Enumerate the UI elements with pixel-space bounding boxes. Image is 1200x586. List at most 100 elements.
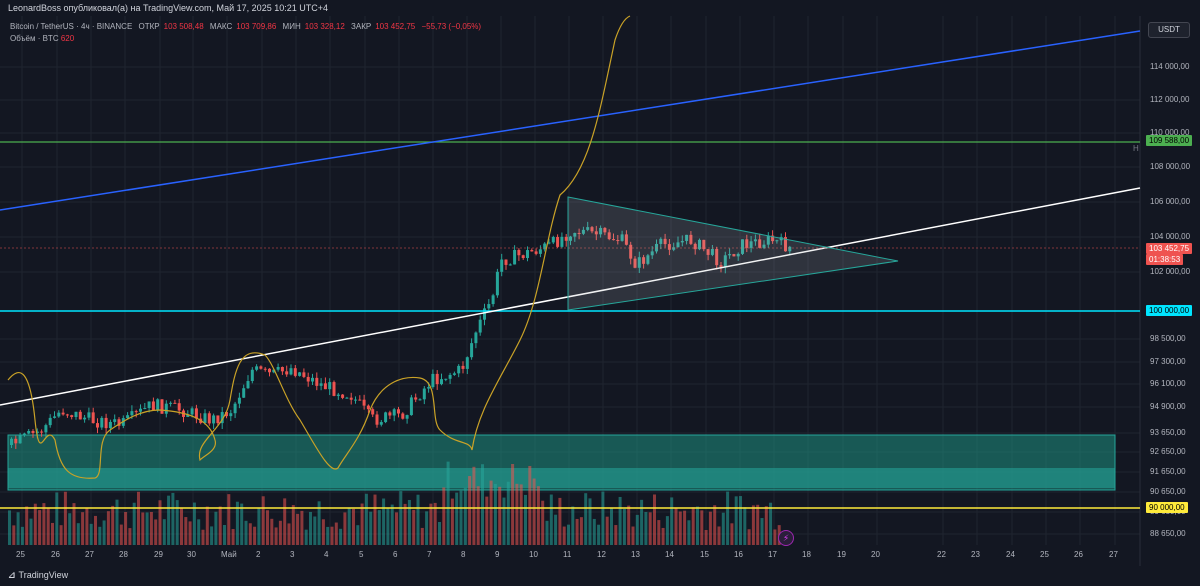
candle-body [517, 249, 521, 256]
volume-bar [390, 504, 394, 545]
candle-body [556, 237, 560, 247]
volume-bar [132, 502, 136, 545]
volume-bar [610, 507, 613, 545]
candle-body [242, 388, 246, 398]
lightning-icon[interactable]: ⚡ [778, 530, 794, 546]
candle-body [220, 412, 224, 424]
volume-bar [614, 525, 618, 545]
time-tick-label: 24 [1006, 550, 1015, 559]
volume-bar [670, 497, 674, 545]
candle-body [216, 415, 220, 424]
candle-body [655, 243, 658, 252]
candle-body [14, 438, 18, 444]
time-tick-label: 7 [427, 550, 432, 559]
candle-body [637, 257, 641, 268]
candle-body [646, 255, 650, 264]
open-label: ОТКР [138, 22, 160, 31]
currency-button[interactable]: USDT [1148, 22, 1190, 38]
volume-bar [158, 500, 162, 545]
candle-body [491, 295, 495, 305]
candle-body [61, 412, 65, 415]
candle-body [173, 402, 177, 404]
candle-body [784, 237, 787, 252]
candle-body [323, 383, 327, 390]
volume-bar [85, 508, 89, 545]
volume-bar [455, 492, 459, 545]
candle-body [435, 373, 439, 385]
volume-bar [764, 506, 768, 545]
time-tick-label: 3 [290, 550, 295, 559]
volume-bar [532, 478, 536, 545]
candle-body [715, 248, 719, 266]
volume-bar [214, 511, 218, 545]
price-tick-label: 98 500,00 [1150, 334, 1186, 343]
volume-legend[interactable]: Объём · BTC 620 [10, 34, 74, 43]
time-tick-label: 23 [971, 550, 980, 559]
volume-bar [382, 498, 386, 545]
candle-body [306, 376, 310, 382]
candle-body [57, 412, 61, 417]
volume-bar [360, 503, 364, 545]
candle-body [298, 372, 302, 376]
volume-bar [489, 480, 493, 545]
candle-body [130, 411, 134, 416]
candle-body [629, 244, 633, 259]
candle-body [379, 422, 383, 425]
candle-body [108, 421, 112, 429]
symbol-label[interactable]: Bitcoin / TetherUS · 4ч · BINANCE [10, 22, 133, 31]
volume-bar [278, 520, 282, 545]
candle-body [237, 397, 241, 404]
candle-body [384, 412, 388, 423]
chart-legend[interactable]: Bitcoin / TetherUS · 4ч · BINANCE ОТКР 10… [10, 22, 485, 31]
volume-bar [356, 525, 360, 545]
volume-bar [145, 512, 149, 545]
countdown-tag: 01:38:53 [1146, 254, 1184, 265]
candle-body [457, 365, 461, 374]
volume-bar [321, 519, 325, 545]
candle-body [753, 239, 757, 242]
volume-bar [395, 512, 398, 545]
candle-body [18, 434, 22, 444]
candle-body [272, 369, 276, 373]
time-tick-label: 25 [1040, 550, 1049, 559]
tradingview-logo-icon[interactable]: ⊿ TradingView [8, 570, 69, 580]
projection-curve [7, 15, 631, 479]
volume-bar [721, 512, 725, 545]
volume-bar [485, 496, 489, 545]
candle-body [521, 255, 525, 259]
candle-body [538, 249, 542, 254]
candle-body [452, 373, 456, 375]
candle-body [771, 235, 775, 242]
time-tick-label: 14 [665, 550, 674, 559]
volume-bar [425, 511, 429, 545]
volume-bar [304, 529, 308, 545]
price-tick-label: 96 100,00 [1150, 379, 1186, 388]
time-tick-label: 15 [700, 550, 709, 559]
candle-body [616, 240, 620, 242]
time-tick-label: 26 [1074, 550, 1083, 559]
candle-body [27, 430, 31, 434]
volume-bar [549, 494, 553, 545]
volume-bar [227, 494, 231, 545]
candle-body [233, 403, 237, 414]
candle-body [250, 369, 254, 382]
volume-bar [296, 513, 300, 545]
candle-body [564, 236, 568, 241]
volume-bar [377, 510, 381, 545]
volume-bar [459, 490, 463, 545]
volume-bar [68, 513, 72, 545]
volume-bars [8, 461, 781, 545]
price-tick-label: 112 000,00 [1150, 95, 1190, 104]
candle-body [672, 247, 676, 250]
candle-body [194, 408, 198, 419]
volume-bar [124, 511, 128, 545]
candle-body [732, 254, 736, 257]
candle-body [336, 394, 340, 396]
candle-body [263, 368, 267, 370]
volume-bar [429, 503, 433, 545]
candle-body [397, 409, 400, 414]
candle-body [698, 239, 701, 250]
candle-body [762, 244, 766, 248]
volume-bar [175, 500, 179, 545]
